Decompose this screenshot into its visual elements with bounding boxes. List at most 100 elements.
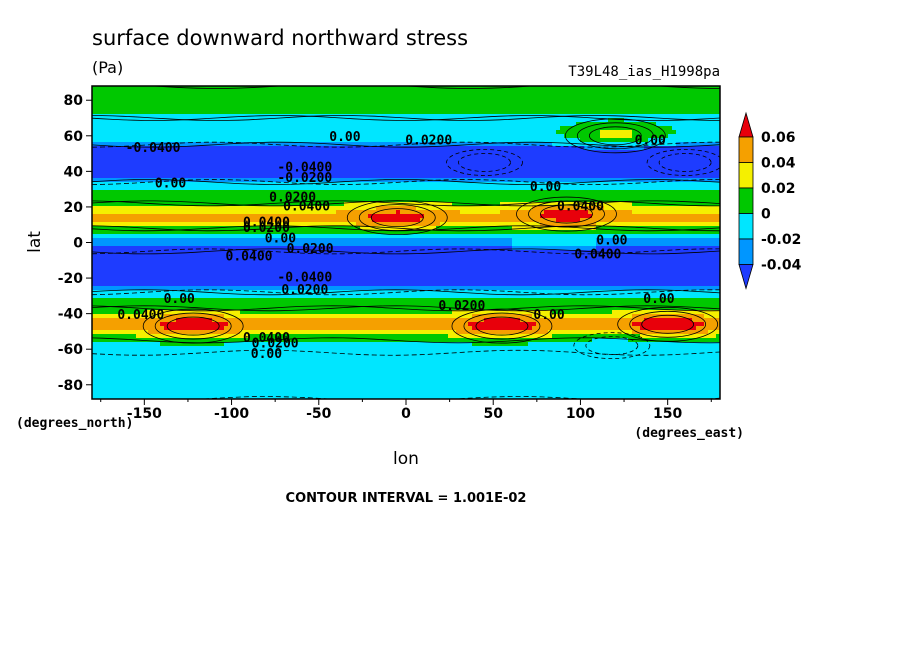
field-cell — [532, 206, 605, 211]
band-boundary-1-1 — [92, 115, 720, 121]
field-cell — [92, 142, 553, 147]
field-cell — [372, 218, 421, 223]
x-tick-label: 150 — [653, 406, 682, 422]
field-cell — [92, 102, 720, 107]
x-tick-label: 50 — [483, 406, 503, 422]
contour-ring-1-2 — [463, 312, 541, 340]
band-boundary-4-1 — [92, 200, 720, 207]
contour-field — [92, 86, 720, 399]
field-cell — [92, 206, 377, 211]
field-cell — [584, 146, 645, 151]
field-cell — [632, 130, 677, 135]
field-cell — [640, 326, 697, 331]
field-cell — [92, 334, 137, 339]
band-boundary-1-0 — [92, 141, 720, 148]
field-cell — [92, 266, 720, 271]
band-boundary-0-0 — [92, 115, 720, 121]
field-cell — [424, 214, 541, 219]
contour-ring-6-2 — [446, 149, 523, 176]
field-cell — [544, 210, 589, 215]
field-cell — [92, 86, 720, 91]
x-tick-label: 0 — [401, 406, 411, 422]
field-cell — [92, 314, 165, 319]
field-cell — [92, 382, 720, 387]
field-cell — [92, 358, 720, 363]
field-cell — [224, 314, 473, 319]
contour-label: 0.0400 — [226, 249, 273, 264]
y-tick-label: -60 — [58, 342, 84, 358]
field-cell — [420, 218, 557, 223]
field-cell — [692, 318, 720, 323]
field-cell — [228, 322, 469, 327]
x-tick-label: -100 — [214, 406, 249, 422]
colorbar-top-triangle — [738, 111, 754, 138]
field-cell — [552, 142, 677, 147]
field-cell — [164, 326, 225, 331]
contour-label: 0.00 — [635, 134, 666, 149]
x-tick-label: -150 — [127, 406, 162, 422]
field-cell — [92, 350, 720, 355]
contour-lines — [92, 86, 720, 399]
colorbar-segment — [738, 238, 754, 265]
contour-label: 0.00 — [265, 232, 296, 247]
field-cell — [400, 210, 461, 215]
contour-label: 0.0200 — [252, 336, 299, 351]
contour-ring-5-2 — [576, 122, 654, 150]
field-cell — [92, 134, 565, 139]
field-cell — [676, 130, 720, 135]
x-tick-label: 100 — [566, 406, 595, 422]
field-cell — [92, 202, 345, 207]
field-cell — [672, 126, 720, 131]
field-cell — [540, 222, 597, 227]
field-cell — [512, 242, 597, 247]
contour-label: 0.0400 — [117, 308, 164, 323]
contour-ring-2-2 — [629, 310, 707, 338]
y-tick-label: 40 — [64, 164, 84, 180]
contour-label: 0.00 — [155, 176, 186, 191]
contour-ring-8-2 — [573, 332, 651, 360]
field-cell — [240, 310, 453, 315]
field-cell — [92, 290, 720, 295]
band-boundary-4-0 — [92, 225, 720, 232]
field-cell — [368, 214, 425, 219]
contour-label: 0.0200 — [405, 134, 452, 149]
field-cell — [528, 342, 720, 347]
colorbar: 0.06 0.04 0.02 0 -0.02 -0.04 — [738, 111, 802, 290]
field-cell — [92, 262, 720, 267]
y-unit-label: (degrees_north) — [16, 416, 133, 431]
field-cell — [628, 338, 720, 343]
field-cell — [436, 226, 513, 231]
field-cell — [536, 322, 633, 327]
field-cell — [416, 206, 533, 211]
band-boundary-8-0 — [92, 337, 720, 344]
contour-label: 0.0200 — [287, 242, 334, 257]
field-cell — [92, 246, 513, 251]
contour-label: 0.00 — [329, 130, 360, 145]
field-cell — [92, 130, 557, 135]
field-cell — [708, 330, 720, 335]
field-cell — [596, 238, 720, 243]
field-cell — [92, 370, 720, 375]
field-cell — [92, 250, 720, 255]
band-boundary-7-1 — [92, 289, 720, 296]
colorbar-label: 0.02 — [761, 181, 796, 197]
field-cell — [648, 138, 720, 143]
field-cell — [532, 314, 633, 319]
band-boundary-5-1 — [92, 225, 720, 232]
field-cell — [92, 378, 720, 383]
colorbar-bottom-triangle — [738, 264, 754, 290]
field-cell — [212, 318, 485, 323]
contour-label: 0.0200 — [281, 283, 328, 298]
field-cell — [92, 150, 720, 155]
band-boundary-2-0 — [92, 179, 720, 185]
field-cell — [92, 274, 720, 279]
field-cell — [92, 186, 720, 191]
field-cell — [92, 114, 720, 119]
contour-ring-3-2 — [154, 312, 232, 340]
field-cell — [716, 334, 720, 339]
field-cell — [596, 242, 720, 247]
field-cell — [164, 314, 225, 319]
